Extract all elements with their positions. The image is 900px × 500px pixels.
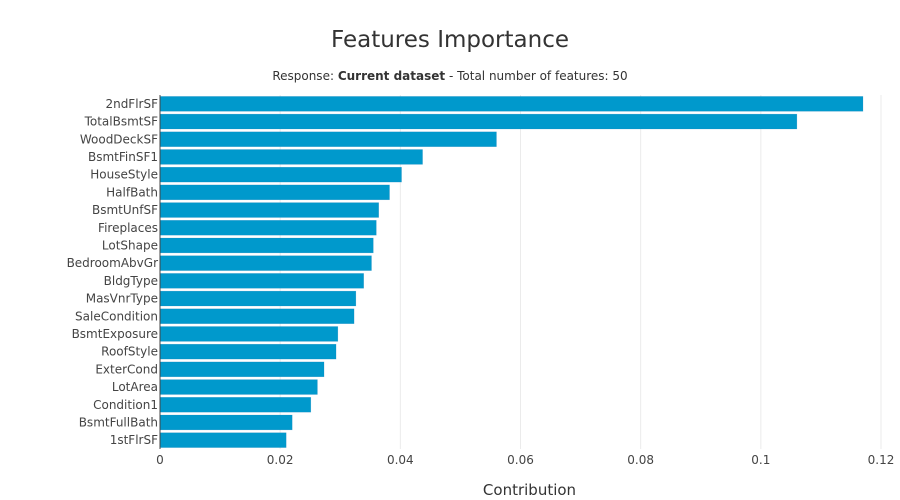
category-label: BsmtUnfSF	[92, 203, 158, 217]
bar[interactable]	[159, 96, 864, 112]
bars	[159, 96, 864, 448]
x-tick-label: 0.06	[507, 453, 534, 467]
category-label: TotalBsmtSF	[84, 115, 159, 129]
x-tick-labels: 0 0.02 0.04 0.06 0.08 0.1 0.12	[156, 453, 894, 467]
bar[interactable]	[159, 290, 357, 307]
bar[interactable]	[159, 149, 423, 165]
x-tick-label: 0.08	[627, 453, 654, 467]
bar[interactable]	[159, 166, 402, 183]
category-label: BsmtExposure	[72, 327, 158, 341]
category-label: LotShape	[102, 238, 158, 252]
subtitle-suffix: - Total number of features: 50	[445, 69, 628, 83]
x-tick-label: 0.12	[868, 453, 895, 467]
bar[interactable]	[159, 273, 364, 289]
category-label: BedroomAbvGr	[67, 256, 159, 270]
category-label: 1stFlrSF	[110, 433, 158, 447]
category-label: HalfBath	[106, 185, 158, 199]
subtitle-prefix: Response:	[272, 69, 338, 83]
bar[interactable]	[159, 326, 339, 342]
x-tick-label: 0.1	[751, 453, 770, 467]
category-label: Condition1	[93, 398, 158, 412]
bar[interactable]	[159, 255, 372, 271]
chart-title: Features Importance	[330, 27, 569, 53]
bar[interactable]	[159, 379, 318, 395]
category-label: SaleCondition	[75, 309, 158, 323]
bar[interactable]	[159, 131, 497, 147]
x-tick-label: 0.02	[267, 453, 294, 467]
category-label: Fireplaces	[98, 221, 158, 235]
category-label: BsmtFullBath	[79, 415, 158, 429]
category-label: HouseStyle	[90, 168, 158, 182]
bar[interactable]	[159, 432, 287, 448]
bar[interactable]	[159, 397, 312, 413]
grid-lines	[279, 95, 882, 449]
bar[interactable]	[159, 220, 377, 236]
category-labels: 2ndFlrSF TotalBsmtSF WoodDeckSF BsmtFinSF1 H…	[67, 97, 159, 447]
bar[interactable]	[159, 202, 379, 218]
category-label: BsmtFinSF1	[88, 150, 158, 164]
bar[interactable]	[159, 308, 355, 324]
category-label: RoofStyle	[101, 345, 158, 359]
bar[interactable]	[159, 343, 337, 360]
x-tick-label: 0	[156, 453, 164, 467]
category-label: WoodDeckSF	[80, 132, 158, 146]
bar[interactable]	[159, 237, 374, 254]
x-axis-title: Contribution	[483, 481, 576, 499]
category-label: MasVnrType	[86, 292, 158, 306]
bar[interactable]	[159, 361, 325, 378]
bar[interactable]	[159, 113, 798, 130]
chart-subtitle: Response: Current dataset - Total number…	[0, 69, 900, 83]
bar[interactable]	[159, 184, 390, 201]
category-label: 2ndFlrSF	[105, 97, 158, 111]
category-label: LotArea	[112, 380, 158, 394]
category-label: ExterCond	[95, 362, 158, 376]
bar[interactable]	[159, 414, 293, 431]
category-label: BldgType	[104, 274, 158, 288]
x-tick-label: 0.04	[387, 453, 414, 467]
subtitle-dataset: Current dataset	[337, 69, 446, 83]
